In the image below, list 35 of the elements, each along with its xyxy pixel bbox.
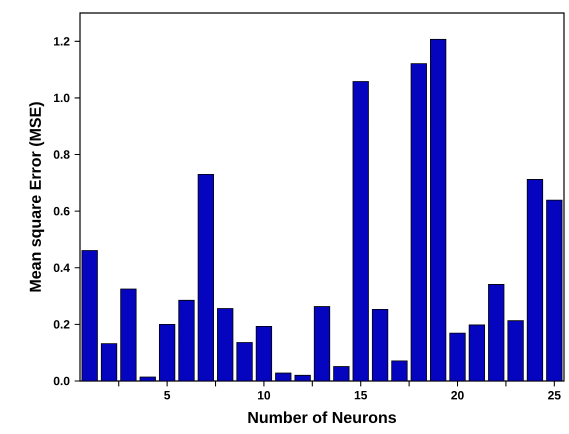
bar bbox=[507, 320, 524, 381]
x-tick-label: 20 bbox=[451, 391, 464, 400]
bar bbox=[178, 300, 195, 381]
y-tick-label: 1.2 bbox=[54, 37, 70, 46]
bar bbox=[468, 324, 486, 381]
bar bbox=[120, 288, 137, 381]
y-tick-label: 1.0 bbox=[54, 94, 70, 102]
bar bbox=[546, 200, 562, 381]
x-axis-title: Number of Neurons bbox=[248, 411, 396, 424]
bar bbox=[198, 174, 214, 381]
y-axis-title: Mean square Error (MSE) bbox=[29, 102, 44, 292]
bar bbox=[236, 342, 253, 381]
bar bbox=[391, 360, 408, 381]
y-tick-label: 0.6 bbox=[54, 206, 70, 216]
bar bbox=[526, 179, 544, 381]
x-tick-label: 25 bbox=[548, 391, 561, 400]
y-tick-label: 0.0 bbox=[54, 376, 70, 386]
bar bbox=[314, 306, 330, 381]
bar bbox=[217, 308, 234, 381]
bar bbox=[100, 343, 118, 381]
x-tick-label: 5 bbox=[164, 391, 170, 400]
y-tick-label: 0.4 bbox=[54, 264, 70, 272]
bar bbox=[82, 250, 98, 381]
bar bbox=[449, 332, 466, 381]
y-tick-label: 0.8 bbox=[54, 150, 70, 159]
bar bbox=[372, 308, 388, 381]
x-tick-label: 15 bbox=[354, 391, 368, 400]
bar bbox=[430, 38, 446, 381]
y-tick-label: 0.2 bbox=[54, 320, 70, 329]
bar bbox=[352, 81, 369, 381]
x-tick-label: 10 bbox=[258, 391, 270, 400]
bar bbox=[256, 326, 272, 381]
bar bbox=[488, 284, 504, 381]
bar bbox=[410, 63, 427, 381]
bar bbox=[158, 324, 176, 381]
